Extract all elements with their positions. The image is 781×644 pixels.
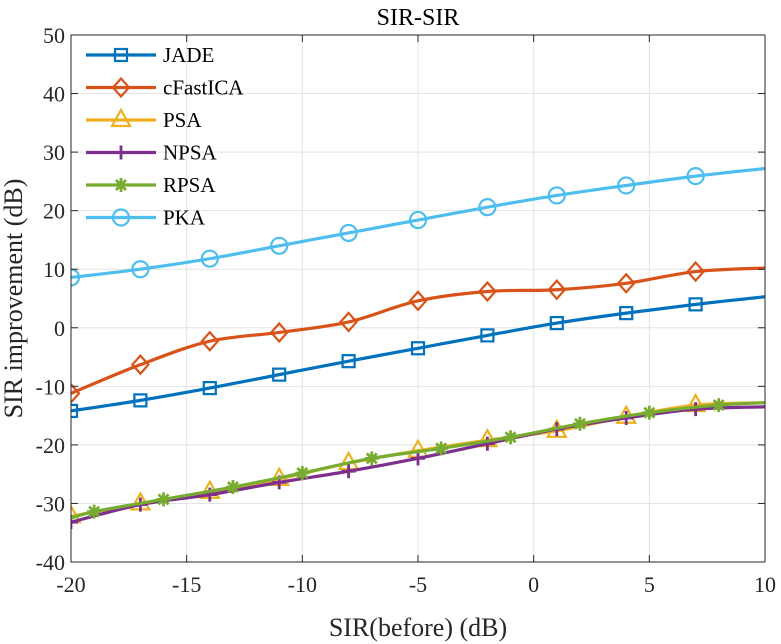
data-point-jade (619, 306, 634, 321)
x-axis-label: SIR(before) (dB) (329, 613, 507, 642)
data-point-pka (200, 249, 219, 268)
data-point-rpsa (642, 405, 657, 420)
y-tick-label: -10 (36, 374, 65, 399)
legend-marker (110, 107, 132, 128)
data-point-cfastica (616, 272, 636, 294)
data-point-pka (270, 236, 289, 255)
legend-label: PSA (163, 108, 202, 132)
data-point-pka (617, 176, 636, 195)
x-tick-label: -10 (288, 572, 317, 597)
x-tick-label: -20 (56, 572, 85, 597)
data-point-jade (480, 328, 495, 343)
legend-item-rpsa: RPSA (86, 173, 216, 197)
data-point-jade (272, 367, 287, 382)
series-line-jade (71, 295, 765, 413)
x-tick-label: 0 (528, 572, 539, 597)
data-point-psa (71, 504, 82, 524)
data-point-rpsa (711, 398, 726, 413)
series-line-cfastica (71, 266, 765, 395)
data-point-cfastica (269, 321, 289, 344)
data-point-npsa (411, 451, 425, 466)
data-point-cfastica (200, 330, 220, 352)
legend-label: PKA (163, 206, 206, 230)
y-tick-label: -20 (36, 433, 65, 458)
legend-label: cFastICA (163, 76, 244, 100)
legend-marker (111, 76, 131, 99)
x-tick-label: -15 (172, 572, 201, 597)
series-pka (71, 166, 765, 287)
data-point-npsa (480, 436, 495, 451)
legend-item-pka: PKA (86, 206, 206, 230)
data-point-jade (71, 403, 79, 419)
series-rpsa (71, 398, 765, 520)
legend-marker (113, 47, 129, 63)
data-point-rpsa (156, 492, 171, 507)
legend-item-npsa: NPSA (86, 141, 218, 165)
y-tick-label: 10 (43, 257, 65, 282)
data-point-jade (410, 341, 426, 356)
chart-title: SIR-SIR (377, 5, 460, 31)
data-point-pka (408, 210, 428, 230)
legend-item-psa: PSA (86, 107, 202, 132)
y-tick-label: 20 (43, 199, 65, 224)
data-point-cfastica (547, 279, 567, 301)
data-point-npsa (341, 464, 356, 479)
data-point-rpsa (87, 504, 102, 519)
data-point-cfastica (339, 311, 359, 333)
data-point-pka (71, 268, 81, 287)
legend: JADE cFastICA PSA NPSA RPSA PKA (86, 43, 244, 230)
series-cfastica (71, 260, 765, 405)
data-point-rpsa (364, 451, 379, 466)
data-point-cfastica (71, 382, 81, 405)
x-tick-label: -5 (409, 572, 427, 597)
data-point-pka (547, 186, 566, 205)
data-point-npsa (71, 515, 78, 530)
y-tick-label: 0 (54, 316, 65, 341)
legend-label: RPSA (163, 173, 216, 197)
x-tick-label: 10 (754, 572, 776, 597)
data-point-rpsa (503, 430, 518, 445)
y-tick-label: 30 (43, 140, 65, 165)
y-tick-label: 50 (43, 23, 65, 48)
data-point-pka (339, 223, 358, 243)
legend-marker (114, 145, 128, 160)
y-tick-label: -30 (36, 491, 65, 516)
data-point-rpsa (572, 416, 587, 431)
ticks-group: -20 -15 -10 -5 0 5 10 -40 -30 -20 -10 0 10 20 30 40 50 (36, 23, 776, 597)
legend-label: JADE (163, 43, 214, 67)
legend-marker (114, 178, 128, 192)
data-point-jade (133, 393, 148, 408)
data-point-jade (202, 380, 217, 396)
legend-item-cfastica: cFastICA (86, 76, 244, 100)
legend-item-jade: JADE (86, 43, 214, 67)
data-point-cfastica (686, 260, 706, 283)
x-tick-label: 5 (644, 572, 655, 597)
y-axis-label: SIR improvement (dB) (0, 179, 28, 419)
data-point-cfastica (408, 290, 428, 312)
data-point-rpsa (295, 465, 310, 480)
legend-marker (111, 208, 131, 227)
data-point-cfastica (477, 280, 497, 303)
data-point-jade (688, 297, 703, 312)
y-tick-label: 40 (43, 82, 65, 107)
data-point-pka (686, 167, 705, 186)
series-group (71, 166, 765, 530)
series-line-pka (71, 166, 765, 280)
data-point-rpsa (225, 480, 240, 495)
data-point-rpsa (434, 441, 449, 456)
data-point-pka (131, 260, 150, 279)
data-point-cfastica (130, 354, 150, 376)
data-point-jade (341, 354, 356, 369)
y-tick-label: -40 (36, 550, 65, 575)
data-point-pka (478, 198, 497, 217)
legend-label: NPSA (163, 141, 218, 165)
series-jade (71, 295, 765, 419)
data-point-jade (549, 315, 564, 331)
